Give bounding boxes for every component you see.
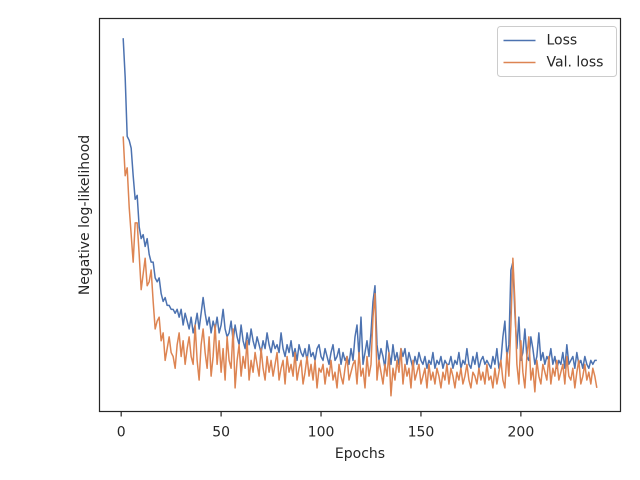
x-tick-label: 0: [117, 425, 126, 441]
legend-box: [497, 26, 617, 77]
legend-label: Loss: [547, 33, 578, 49]
plot-area: [122, 38, 598, 397]
x-tick-label: 50: [212, 425, 230, 441]
y-axis-label: Negative log-likelihood: [77, 135, 93, 295]
line-series: [122, 136, 598, 397]
line-series: [122, 38, 597, 370]
legend-label: Val. loss: [547, 55, 604, 71]
x-axis-label: Epochs: [335, 446, 385, 462]
x-tick-label: 100: [308, 425, 335, 441]
x-tick-label: 150: [408, 425, 435, 441]
axes-frame: [98, 17, 622, 413]
x-tick-label: 200: [508, 425, 535, 441]
